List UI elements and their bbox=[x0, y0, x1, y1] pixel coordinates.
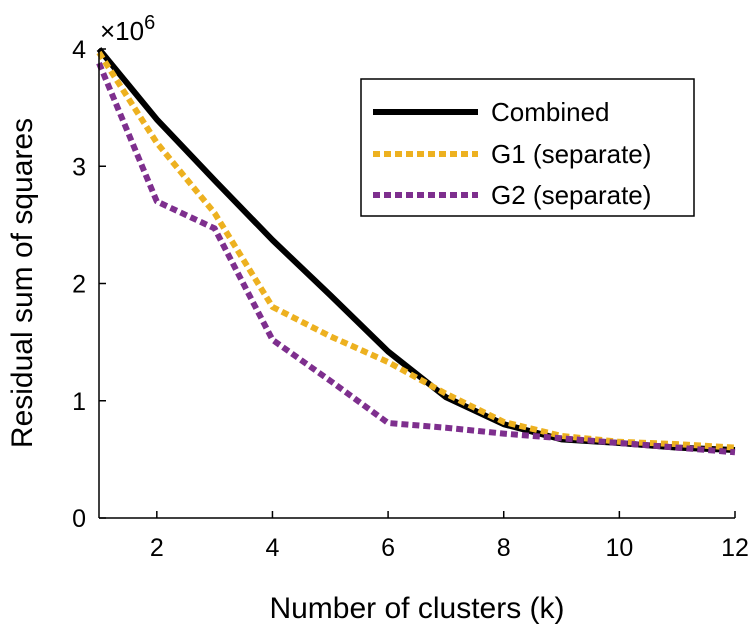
y-tick-label: 1 bbox=[72, 388, 86, 416]
y-multiplier-exponent: 6 bbox=[144, 12, 155, 34]
x-tick-label: 12 bbox=[721, 534, 749, 562]
x-tick-label: 10 bbox=[605, 534, 633, 562]
x-tick-label: 2 bbox=[150, 534, 164, 562]
legend-box bbox=[360, 78, 695, 217]
axes bbox=[98, 48, 736, 519]
x-tick-label: 4 bbox=[266, 534, 280, 562]
series-line-2 bbox=[96, 50, 736, 451]
y-tick-label: 2 bbox=[72, 271, 86, 299]
legend: Combined G1 (separate) G2 (separate) bbox=[360, 78, 695, 217]
x-axis-title: Number of clusters (k) bbox=[269, 592, 564, 625]
legend-label-3: G2 (separate) bbox=[491, 180, 651, 210]
y-axis-multiplier: ×106 bbox=[100, 12, 155, 46]
legend-label-1: Combined bbox=[491, 97, 610, 127]
y-tick-label: 0 bbox=[72, 505, 86, 533]
x-tick-label: 8 bbox=[497, 534, 511, 562]
x-tick-label: 6 bbox=[381, 534, 395, 562]
legend-label-2: G1 (separate) bbox=[491, 139, 651, 169]
y-tick-label: 4 bbox=[72, 36, 86, 64]
y-axis-title: Residual sum of squares bbox=[6, 118, 39, 448]
y-tick-label: 3 bbox=[72, 153, 86, 181]
series-line-3 bbox=[96, 61, 736, 456]
y-multiplier-base: ×10 bbox=[100, 16, 144, 46]
series-layer bbox=[96, 47, 736, 456]
